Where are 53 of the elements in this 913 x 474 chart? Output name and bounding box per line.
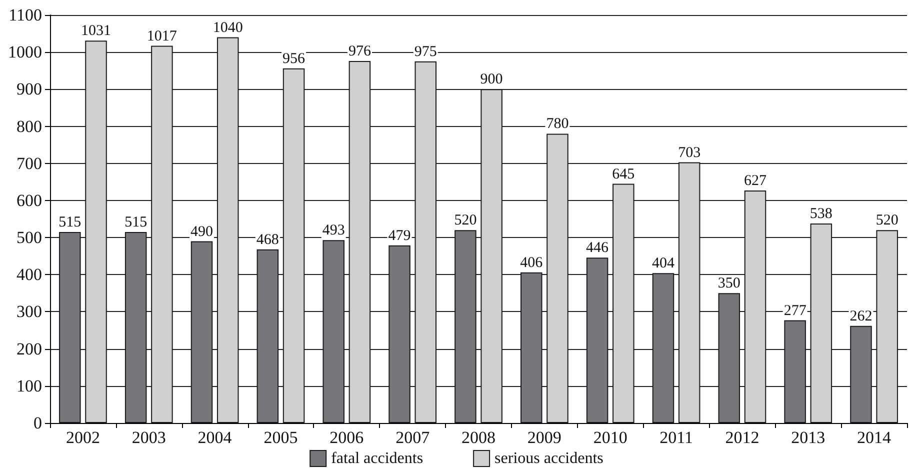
y-tick-label: 600 [16,190,42,210]
y-tick-label: 700 [16,154,42,173]
data-label: 780 [546,116,569,132]
x-tick-label: 2014 [857,428,892,447]
data-label: 627 [744,172,767,189]
x-tick-label: 2005 [264,428,298,447]
x-tick-label: 2004 [198,428,232,447]
data-label: 975 [414,44,437,60]
data-label: 490 [190,224,214,240]
data-label: 493 [322,222,345,239]
data-label: 956 [282,50,306,67]
data-label: 1017 [146,28,178,44]
y-tick-label: 500 [16,228,42,248]
x-tick-label: 2006 [330,428,364,447]
legend-label: fatal accidents [331,450,424,467]
data-label: 520 [454,212,477,229]
y-tick-label: 800 [16,116,42,136]
x-tick-label: 2010 [593,428,628,447]
data-label: 350 [718,276,740,292]
x-tick-label: 2008 [462,428,496,447]
y-tick-label: 1100 [8,6,42,24]
data-label: 1031 [81,23,112,40]
y-tick-label: 0 [34,414,42,432]
data-label: 900 [480,72,503,88]
y-tick-label: 100 [16,376,42,396]
x-tick-label: 2009 [527,428,562,447]
x-tick-label: 2002 [66,428,100,447]
data-label: 262 [850,308,872,324]
data-label: 406 [520,254,544,271]
x-tick-label: 2011 [660,428,693,447]
x-tick-label: 2003 [132,428,166,447]
data-label: 1040 [212,20,243,36]
y-tick-label: 900 [16,80,42,99]
x-tick-label: 2012 [725,428,760,447]
data-label: 538 [810,206,832,222]
x-tick-label: 2013 [791,428,826,447]
data-label: 515 [58,214,82,230]
data-label: 404 [652,256,675,272]
data-label: 446 [586,240,610,256]
data-label: 645 [612,166,635,182]
y-tick-label: 200 [16,339,42,358]
data-label: 479 [388,228,411,244]
data-label: 515 [124,214,148,230]
legend-label: serious accidents [494,450,604,467]
y-tick-label: 1000 [8,42,42,62]
data-label: 976 [348,43,372,60]
data-label: 520 [876,212,898,229]
data-label: 277 [784,302,807,319]
data-label: 468 [256,232,279,248]
y-tick-label: 400 [16,265,42,284]
y-tick-label: 300 [16,302,42,322]
x-tick-label: 2007 [396,428,430,447]
data-label: 703 [678,144,701,161]
